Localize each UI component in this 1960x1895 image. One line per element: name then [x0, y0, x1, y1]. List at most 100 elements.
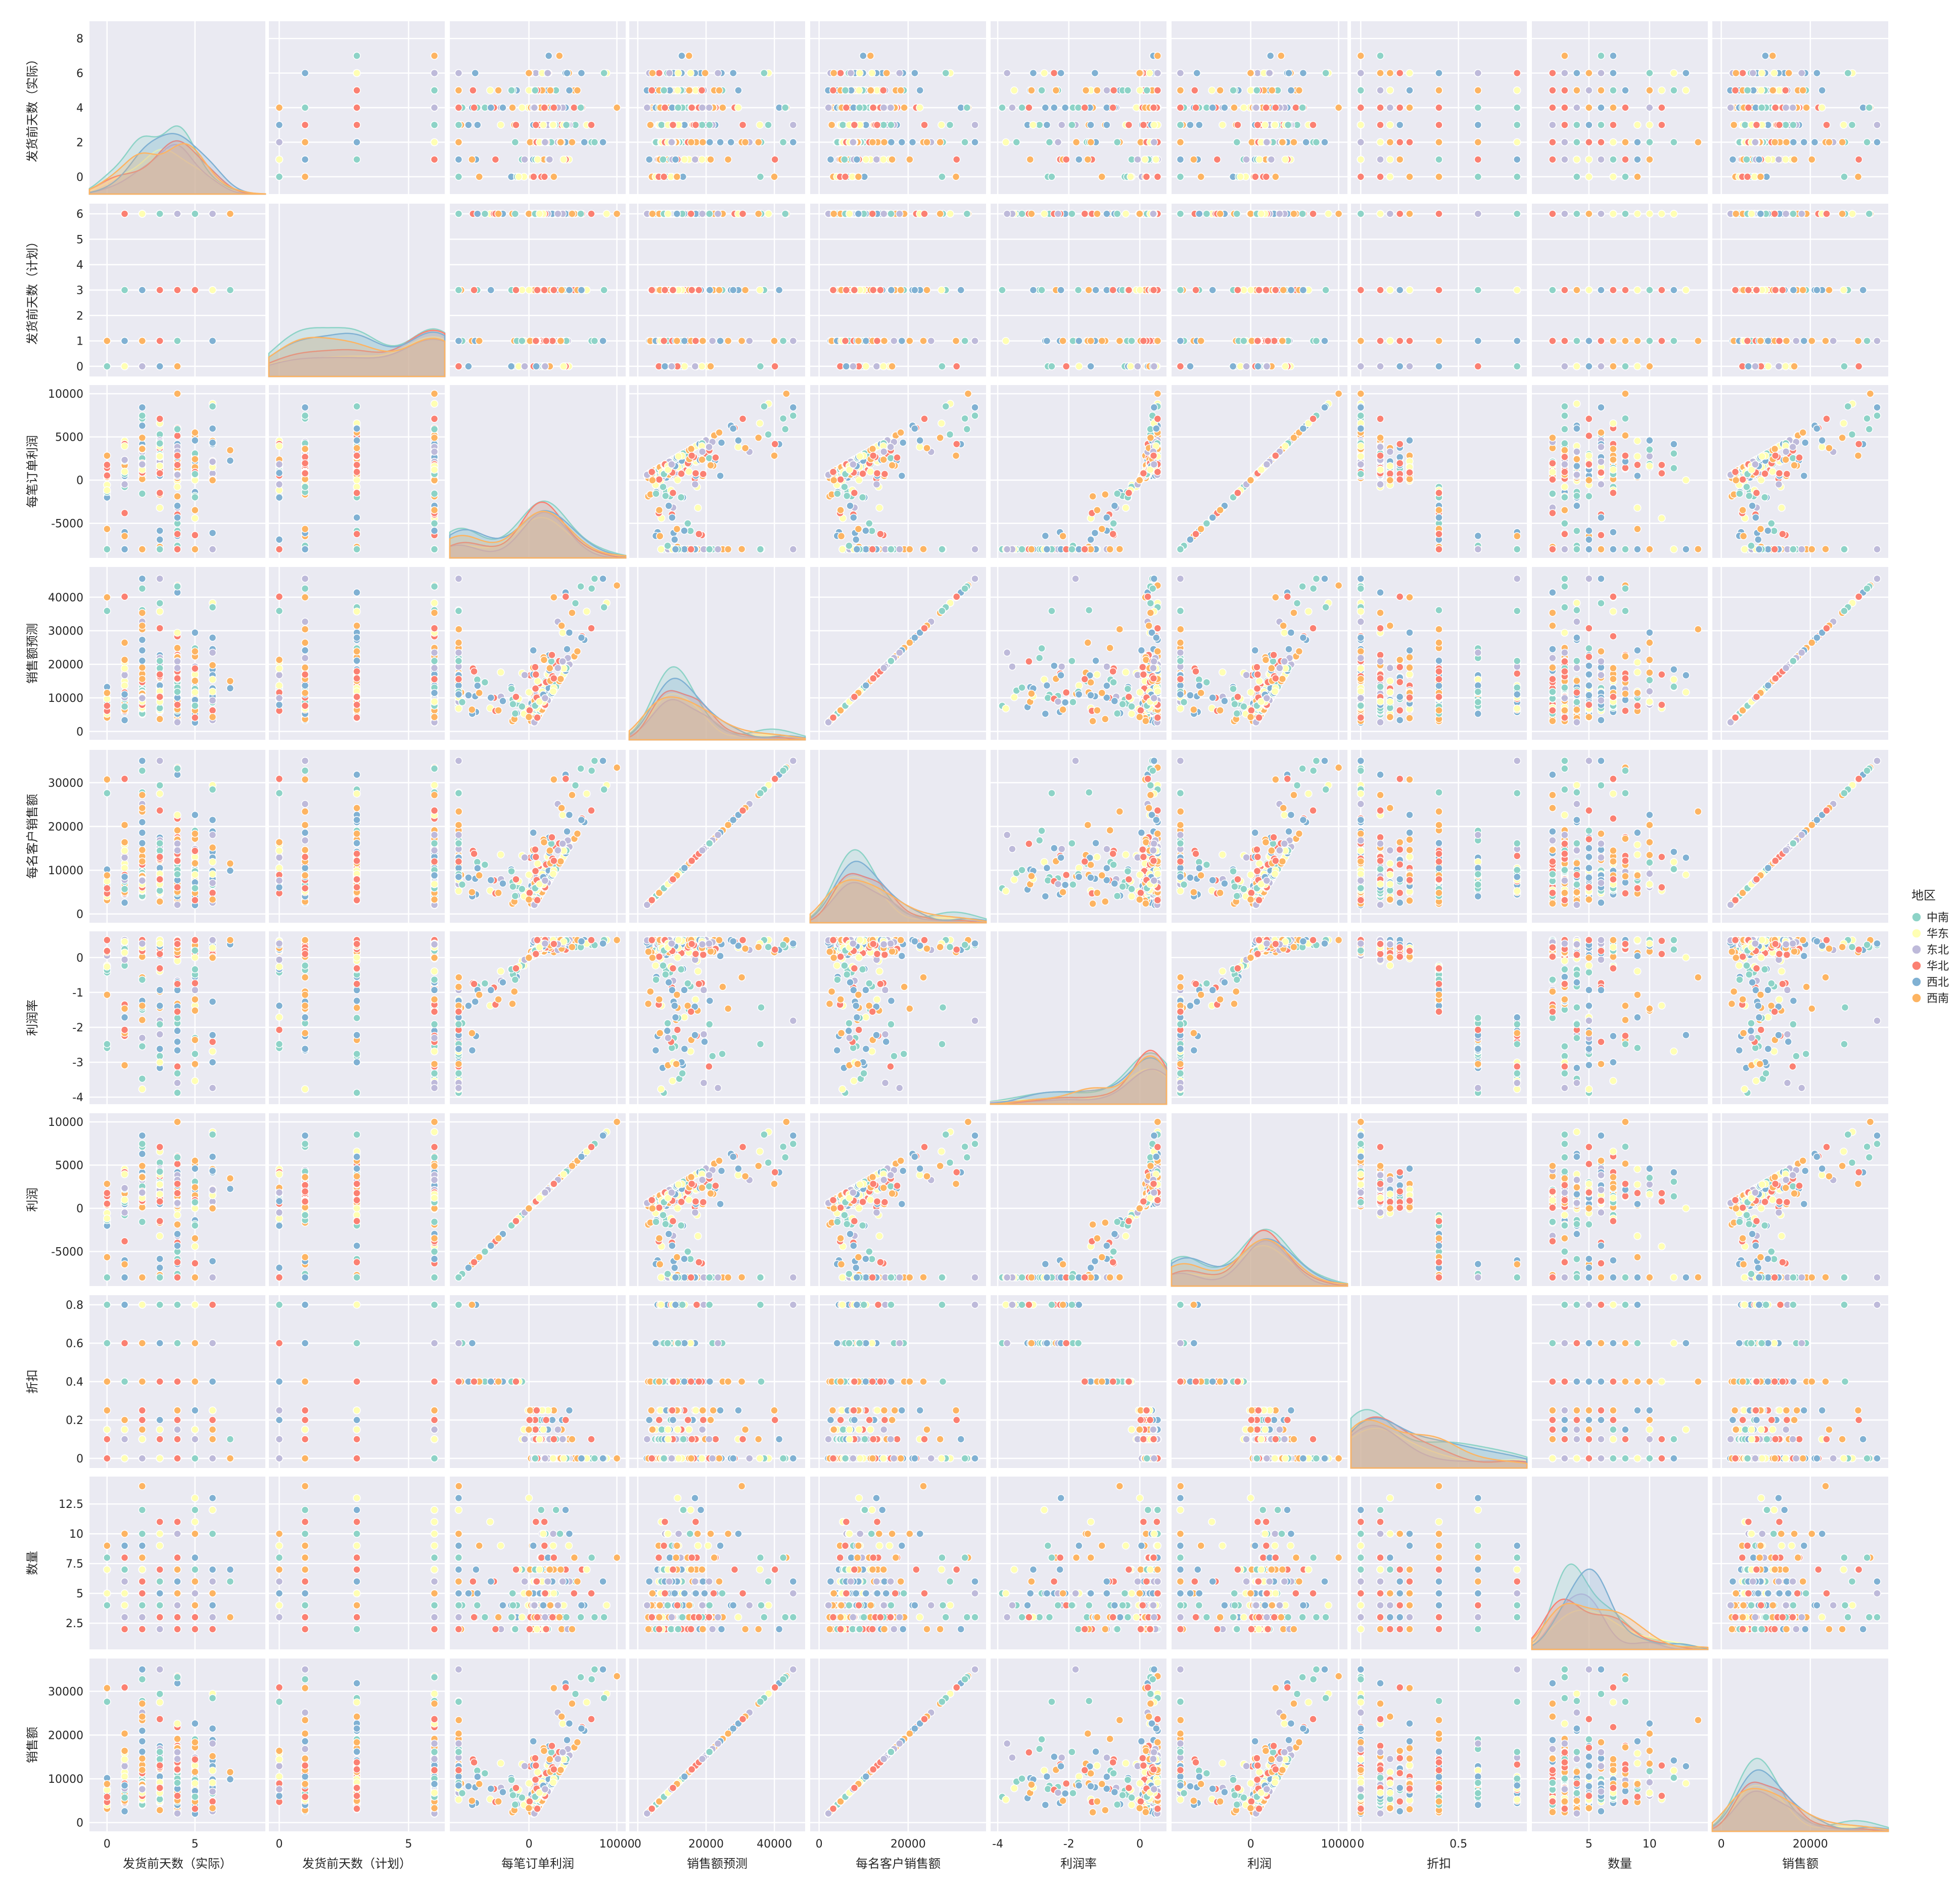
scatter-point — [1030, 121, 1037, 128]
scatter-point — [532, 338, 539, 345]
scatter-point — [672, 156, 679, 163]
scatter-point — [1573, 104, 1580, 111]
panel-ship_actual-vs-discount — [1351, 21, 1527, 194]
scatter-point — [1585, 363, 1593, 370]
scatter-point — [1514, 156, 1521, 163]
scatter-point — [920, 338, 927, 345]
scatter-point — [1335, 210, 1342, 217]
scatter-point — [1646, 363, 1653, 370]
scatter-point — [889, 363, 896, 370]
scatter-point — [1732, 287, 1739, 294]
scatter-point — [1094, 210, 1101, 217]
scatter-point — [1062, 104, 1069, 111]
scatter-point — [1268, 156, 1275, 163]
scatter-point — [939, 173, 946, 180]
scatter-point — [1549, 210, 1556, 217]
scatter-point — [1670, 210, 1677, 217]
scatter-point — [474, 210, 481, 217]
scatter-point — [550, 173, 557, 180]
scatter-point — [1658, 104, 1665, 111]
scatter-point — [1474, 70, 1481, 77]
scatter-point — [691, 156, 698, 163]
scatter-point — [1396, 338, 1404, 345]
scatter-point — [1823, 210, 1830, 217]
scatter-point — [668, 363, 675, 370]
scatter-point — [648, 87, 656, 94]
scatter-point — [1196, 121, 1203, 128]
scatter-point — [1658, 121, 1665, 128]
scatter-point — [121, 363, 128, 370]
scatter-point — [1030, 287, 1037, 294]
scatter-point — [1054, 210, 1061, 217]
y-tick-label: 6 — [76, 68, 83, 80]
scatter-point — [541, 104, 548, 111]
scatter-point — [1695, 138, 1702, 146]
panel-ship_actual-vs-sales_per_customer — [810, 21, 986, 194]
scatter-point — [560, 156, 567, 163]
scatter-point — [830, 287, 837, 294]
scatter-point — [1826, 287, 1833, 294]
scatter-point — [719, 104, 726, 111]
scatter-point — [1610, 138, 1617, 146]
scatter-point — [1757, 210, 1764, 217]
scatter-point — [1435, 173, 1442, 180]
scatter-point — [276, 173, 283, 180]
scatter-point — [1154, 52, 1161, 59]
scatter-point — [302, 173, 309, 180]
scatter-point — [1514, 363, 1521, 370]
scatter-point — [1177, 156, 1184, 163]
scatter-point — [673, 338, 680, 345]
scatter-point — [1011, 87, 1018, 94]
scatter-point — [578, 287, 585, 294]
scatter-point — [614, 210, 621, 217]
scatter-point — [1683, 70, 1690, 77]
scatter-point — [1247, 70, 1254, 77]
scatter-point — [789, 138, 797, 146]
scatter-point — [855, 173, 862, 180]
scatter-point — [1357, 52, 1364, 59]
scatter-point — [1048, 173, 1055, 180]
scatter-point — [1658, 338, 1665, 345]
scatter-point — [999, 287, 1006, 294]
panel-ship_actual-vs-profit — [1172, 21, 1347, 194]
scatter-point — [1733, 210, 1740, 217]
scatter-point — [717, 338, 724, 345]
scatter-point — [1598, 210, 1605, 217]
scatter-point — [541, 138, 548, 146]
scatter-point — [757, 363, 764, 370]
scatter-point — [1240, 338, 1247, 345]
scatter-point — [1357, 138, 1364, 146]
scatter-point — [867, 87, 874, 94]
scatter-point — [302, 121, 309, 128]
scatter-point — [921, 121, 928, 128]
scatter-point — [536, 210, 543, 217]
scatter-point — [771, 156, 778, 163]
scatter-point — [532, 87, 539, 94]
scatter-point — [591, 338, 598, 345]
scatter-point — [1048, 363, 1055, 370]
scatter-point — [1377, 338, 1384, 345]
scatter-point — [1753, 287, 1760, 294]
scatter-point — [868, 70, 875, 77]
scatter-point — [1764, 363, 1771, 370]
scatter-point — [525, 70, 532, 77]
scatter-point — [1634, 363, 1641, 370]
scatter-point — [938, 121, 945, 128]
scatter-point — [174, 287, 181, 294]
scatter-point — [1325, 210, 1332, 217]
scatter-point — [1803, 104, 1810, 111]
scatter-point — [746, 338, 753, 345]
scatter-point — [1435, 338, 1442, 345]
scatter-point — [1243, 363, 1250, 370]
scatter-point — [455, 104, 462, 111]
scatter-point — [588, 121, 595, 128]
scatter-point — [104, 452, 111, 459]
scatter-point — [1406, 210, 1413, 217]
scatter-point — [1209, 104, 1216, 111]
scatter-point — [1290, 210, 1297, 217]
scatter-point — [515, 173, 522, 180]
scatter-point — [1839, 138, 1846, 146]
scatter-point — [1791, 156, 1798, 163]
scatter-point — [353, 138, 360, 146]
scatter-point — [1230, 87, 1237, 94]
